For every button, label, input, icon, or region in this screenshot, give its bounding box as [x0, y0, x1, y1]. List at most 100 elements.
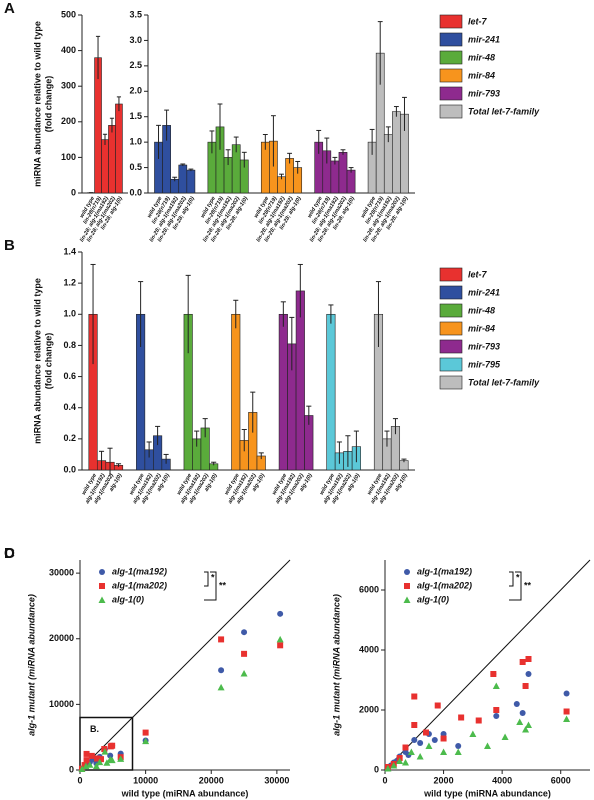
y-tick-label: 4000 — [359, 644, 379, 654]
y-tick-label: 1.5 — [129, 111, 142, 121]
identity-line — [79, 559, 291, 771]
y-tick-label: 1.0 — [129, 137, 142, 147]
point — [94, 755, 101, 762]
y-tick-label: 400 — [61, 45, 76, 55]
y-tick-label: 30000 — [49, 568, 74, 578]
bar — [170, 178, 180, 194]
point — [522, 683, 529, 689]
point — [109, 742, 116, 749]
point — [458, 714, 465, 721]
point — [525, 671, 532, 677]
legend-label: alg-1(ma192) — [417, 566, 472, 576]
point — [101, 748, 109, 755]
legend-swatch — [439, 339, 463, 354]
point — [417, 740, 424, 746]
legend-label: Total let-7-family — [468, 106, 540, 116]
legend-marker — [404, 569, 410, 575]
point — [217, 683, 225, 691]
x-axis-label: wild type (miRNA abundance) — [423, 788, 551, 798]
panel-label: C — [4, 545, 15, 562]
y-tick-label: 0 — [69, 764, 74, 774]
legend-label: alg-1(ma202) — [112, 580, 167, 590]
y-tick-label: 3.0 — [129, 35, 142, 45]
point — [563, 690, 570, 697]
point — [241, 629, 248, 636]
point — [425, 742, 433, 749]
legend-swatch — [439, 68, 463, 83]
point — [411, 722, 418, 728]
point — [411, 693, 418, 700]
point — [440, 748, 448, 755]
y-tick-label: 0.5 — [129, 162, 142, 172]
y-tick-label: 0.4 — [63, 402, 76, 412]
y-tick-label: 200 — [61, 116, 76, 126]
legend-label: mir-795 — [468, 359, 501, 369]
bar — [295, 290, 305, 471]
point — [277, 642, 284, 649]
legend-label: alg-1(ma202) — [417, 580, 472, 590]
point — [516, 718, 524, 725]
legend-label: alg-1(ma192) — [112, 566, 167, 576]
point — [101, 746, 108, 752]
panel-label: B — [4, 237, 15, 254]
y-tick-label: 100 — [61, 152, 76, 162]
legend-marker — [403, 596, 411, 603]
point — [390, 762, 398, 769]
legend-label: mir-793 — [468, 88, 500, 98]
legend-marker — [98, 596, 106, 603]
panel-label: A — [4, 0, 15, 17]
point — [83, 757, 90, 764]
y-tick-label: 3.5 — [129, 9, 142, 19]
point — [277, 610, 284, 617]
point — [83, 750, 90, 757]
bar — [326, 313, 336, 471]
y-tick-label: 0.8 — [63, 340, 76, 350]
y-tick-label: 0 — [71, 187, 76, 197]
legend-swatch — [439, 50, 463, 65]
point — [86, 761, 94, 768]
point — [142, 729, 149, 736]
y-tick-label: 2.0 — [129, 86, 142, 96]
x-tick-label: 20000 — [199, 775, 224, 785]
point — [493, 713, 500, 719]
point — [492, 682, 500, 689]
legend-label: mir-48 — [468, 305, 495, 315]
y-tick-label: 0.2 — [63, 433, 76, 443]
x-tick-label: 10000 — [133, 775, 158, 785]
point — [103, 759, 111, 766]
point — [240, 670, 248, 677]
y-tick-label: 2.5 — [129, 60, 142, 70]
bar — [178, 164, 188, 194]
point — [525, 656, 532, 662]
panel-label: D — [4, 545, 15, 562]
point — [519, 659, 526, 665]
bar — [383, 134, 393, 194]
point — [423, 729, 429, 736]
y-tick-label: 20000 — [49, 633, 74, 643]
legend-label: alg-1(0) — [417, 594, 449, 604]
point — [513, 701, 520, 707]
significance-label: * — [211, 572, 215, 582]
bar — [108, 125, 116, 194]
bar — [338, 152, 348, 194]
bar — [115, 103, 123, 194]
bar — [101, 139, 109, 194]
y-axis-label: (fold change) — [43, 333, 53, 390]
bar — [346, 169, 356, 194]
y-tick-label: 300 — [61, 81, 76, 91]
bar — [186, 169, 196, 194]
x-axis-label: wild type (miRNA abundance) — [121, 788, 249, 798]
point — [402, 759, 409, 766]
bar — [392, 111, 401, 194]
point — [88, 752, 95, 759]
y-axis-label: (fold change) — [43, 76, 53, 133]
legend-label: mir-84 — [468, 323, 495, 333]
point — [218, 667, 225, 674]
legend-swatch — [439, 32, 463, 47]
point — [98, 756, 104, 763]
y-tick-label: 0.6 — [63, 371, 76, 381]
point — [218, 636, 225, 643]
point — [117, 755, 125, 762]
point — [434, 702, 441, 709]
